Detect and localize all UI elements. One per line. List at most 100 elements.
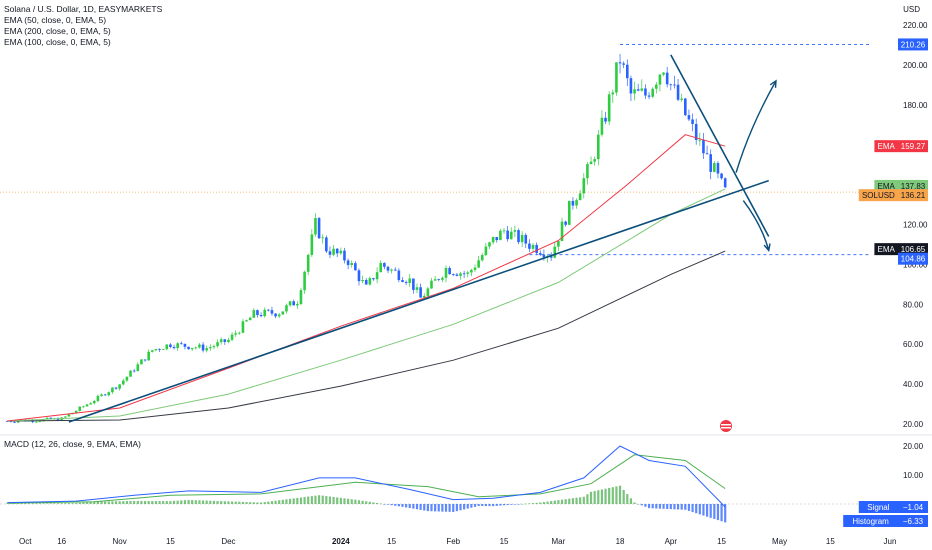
macd-histogram-bar — [676, 504, 680, 510]
candle-body — [404, 281, 408, 283]
macd-histogram-bar — [27, 503, 31, 504]
candle-body — [212, 346, 216, 348]
macd-histogram-bar — [452, 504, 455, 512]
macd-histogram-bar — [608, 487, 611, 504]
candle-body — [466, 272, 470, 274]
candle-body — [140, 359, 143, 365]
candle-body — [538, 253, 542, 255]
macd-histogram-bar — [49, 503, 52, 504]
macd-histogram-bar — [499, 504, 502, 506]
candle-body — [172, 347, 176, 349]
macd-histogram-bar — [118, 501, 121, 504]
macd-histogram-bar — [506, 504, 509, 506]
macd-histogram-bar — [709, 504, 712, 518]
candle-body — [256, 310, 259, 315]
macd-histogram-bar — [220, 501, 223, 504]
macd-histogram-bar — [564, 499, 567, 504]
candle-body — [285, 305, 288, 312]
candle-body — [459, 273, 462, 276]
flag-icon — [720, 420, 732, 432]
chart-title[interactable]: Solana / U.S. Dollar, 1D, EASYMARKETS — [4, 4, 163, 14]
macd-histogram-bar — [713, 504, 716, 519]
ema50-legend[interactable]: EMA (50, close, 0, EMA, 5) — [4, 15, 107, 25]
candle-body — [669, 84, 673, 86]
price-tags: 210.26 EMA 159.27 EMA 137.83 SOLUSD 136.21 EMA 1… — [843, 38, 928, 527]
time-tick-label: 18 — [616, 537, 625, 546]
macd-histogram-bar — [64, 503, 67, 504]
macd-histogram-bar — [655, 504, 658, 509]
macd-histogram-bar — [481, 504, 484, 507]
candle-body — [531, 244, 535, 249]
candle-body — [633, 89, 636, 94]
candle-body — [238, 332, 241, 334]
macd-histogram-bar — [666, 504, 669, 509]
macd-histogram-bar — [441, 504, 444, 512]
flag-icon-stripe — [721, 424, 731, 426]
candle-body — [644, 88, 647, 96]
candle-body — [227, 339, 230, 342]
macd-histogram-bar — [38, 503, 41, 504]
macd-histogram-bar — [111, 501, 114, 504]
candle-body — [132, 370, 136, 372]
macd-histogram-bar — [531, 503, 535, 504]
macd-histogram-bar — [238, 501, 241, 504]
macd-tag-label-bg — [843, 515, 898, 527]
candle-body — [85, 404, 89, 407]
macd-histogram-bar — [107, 501, 110, 504]
candle-body — [16, 421, 20, 423]
candle-body — [604, 117, 607, 122]
ema50-line — [7, 134, 726, 422]
candle-body — [78, 406, 82, 411]
candle-body — [509, 231, 513, 240]
price-tag-label: EMA — [878, 142, 896, 151]
ema100-legend[interactable]: EMA (100, close, 0, EMA, 5) — [4, 37, 111, 47]
candle-body — [557, 241, 560, 247]
macd-histogram-bar — [13, 503, 16, 504]
price-tag-label-bg — [874, 243, 898, 256]
candle-body — [169, 344, 172, 348]
macd-histogram-bar — [524, 503, 527, 505]
currency-label[interactable]: USD — [903, 5, 920, 14]
candle-body — [219, 339, 223, 343]
macd-histogram-bar — [397, 504, 400, 507]
macd-histogram-bar — [611, 487, 614, 504]
macd-histogram-bar — [140, 500, 143, 504]
macd-histogram-bar — [288, 498, 292, 504]
macd-histogram-bar — [332, 496, 335, 504]
macd-histogram-bar — [165, 501, 168, 504]
macd-histogram-bar — [42, 503, 45, 504]
candle-body — [441, 277, 444, 280]
macd-histogram-bar — [669, 504, 672, 510]
candle-body — [299, 290, 303, 304]
candle-body — [248, 317, 252, 321]
candle-body — [328, 251, 332, 255]
macd-histogram-bar — [85, 502, 89, 504]
macd-legend[interactable]: MACD (12, 26, close, 9, EMA, EMA) — [4, 439, 141, 449]
macd-histogram-bar — [180, 500, 183, 504]
ema200-legend[interactable]: EMA (200, close, 0, EMA, 5) — [4, 26, 111, 36]
price-tag-value-bg — [898, 243, 928, 256]
macd-histogram-bar — [350, 499, 353, 504]
candle-body — [491, 237, 495, 243]
macd-histogram-bar — [104, 501, 107, 504]
price-tag-value-bg — [898, 38, 928, 51]
candle-body — [618, 62, 622, 64]
price-tag-label-bg — [874, 179, 898, 192]
candle-body — [354, 263, 357, 271]
flag-icon-stripe — [721, 427, 731, 429]
macd-histogram-bar — [136, 500, 139, 504]
macd-histogram-bar — [394, 504, 397, 506]
price-pane — [0, 44, 932, 436]
macd-histogram-bar — [470, 504, 473, 508]
time-tick-label: 15 — [166, 537, 175, 546]
macd-histogram-bar — [444, 504, 448, 512]
candle-body — [368, 278, 372, 285]
candle-body — [223, 339, 227, 342]
macd-histogram-bar — [212, 500, 216, 504]
macd-tag-label: Signal — [867, 503, 889, 512]
candle-body — [415, 287, 419, 290]
macd-histogram-bar — [568, 498, 571, 504]
candle-body — [480, 255, 484, 261]
macd-histogram-bar — [372, 502, 375, 504]
